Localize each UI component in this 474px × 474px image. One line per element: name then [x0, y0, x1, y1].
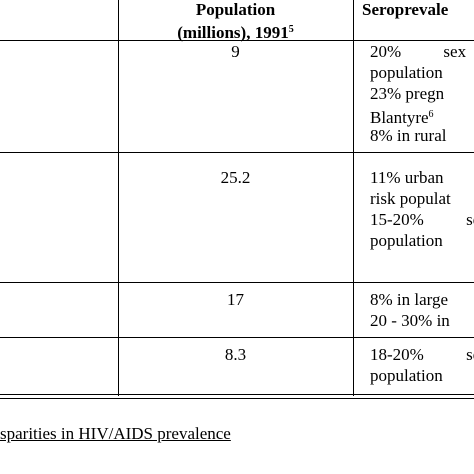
row-rule: [0, 152, 474, 153]
population-cell: 8.3: [224, 345, 247, 364]
seroprevalence-line: population: [370, 231, 443, 251]
row-rule: [0, 398, 474, 399]
header-text: Population: [195, 0, 276, 19]
cell-text: 8% in large: [370, 290, 449, 309]
seroprevalence-line: 15-20% se: [370, 210, 474, 230]
cell-text: 20 - 30% in: [370, 311, 450, 330]
cell-text: population: [370, 366, 443, 385]
cell-text: 20% sex: [370, 42, 467, 61]
header-text: (millions), 1991: [177, 23, 289, 42]
cell-text: Blantyre: [370, 108, 429, 127]
header-cell: Population (millions), 19915: [118, 0, 353, 43]
seroprevalence-line: population: [370, 63, 443, 83]
header-text: Seroprevale: [362, 0, 449, 19]
cell-text: population: [370, 231, 443, 250]
seroprevalence-line: 23% pregn: [370, 84, 444, 104]
caption: sparities in HIV/AIDS prevalence: [0, 424, 231, 443]
seroprevalence-line: risk populat: [370, 189, 451, 209]
seroprevalence-line: 18-20% se: [370, 345, 474, 365]
footnote-ref: 6: [428, 109, 434, 120]
row-rule: [0, 394, 474, 395]
population-cell: 25.2: [220, 168, 251, 187]
seroprevalence-line: 20 - 30% in: [370, 311, 450, 331]
cell-text: 11% urban: [370, 168, 444, 187]
footnote-ref: 5: [288, 24, 294, 35]
header-text: (millions), 19915: [118, 20, 353, 43]
seroprevalence-line: 11% urban: [370, 168, 444, 188]
cell-text: population: [370, 63, 443, 82]
row-rule: [0, 337, 474, 338]
cell-text: 18-20% se: [370, 345, 474, 364]
cell-text: 15-20% se: [370, 210, 474, 229]
population-cell: 9: [231, 42, 240, 61]
column-rule: [353, 0, 354, 396]
cell-text: 23% pregn: [370, 84, 445, 103]
seroprevalence-line: population: [370, 366, 443, 386]
row-rule: [0, 40, 474, 41]
cell-text: risk populat: [370, 189, 451, 208]
seroprevalence-line: 20% sex: [370, 42, 466, 62]
population-cell: 17: [227, 290, 244, 309]
cell-text: 8% in rural: [370, 126, 447, 145]
seroprevalence-line: 8% in rural: [370, 126, 446, 146]
seroprevalence-line: Blantyre6: [370, 105, 434, 128]
column-rule: [118, 0, 119, 396]
row-rule: [0, 282, 474, 283]
seroprevalence-line: 8% in large: [370, 290, 448, 310]
